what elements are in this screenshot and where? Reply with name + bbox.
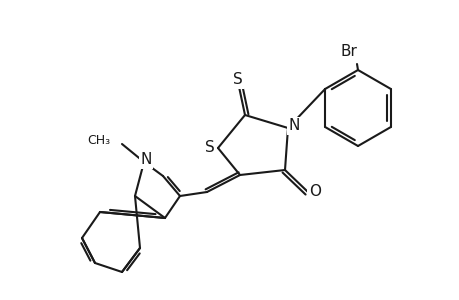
Text: N: N: [140, 152, 151, 167]
Text: O: O: [308, 184, 320, 200]
Text: S: S: [233, 73, 242, 88]
Text: S: S: [205, 140, 214, 155]
Text: N: N: [288, 118, 299, 134]
Text: Br: Br: [340, 44, 357, 59]
Text: CH₃: CH₃: [87, 134, 110, 148]
